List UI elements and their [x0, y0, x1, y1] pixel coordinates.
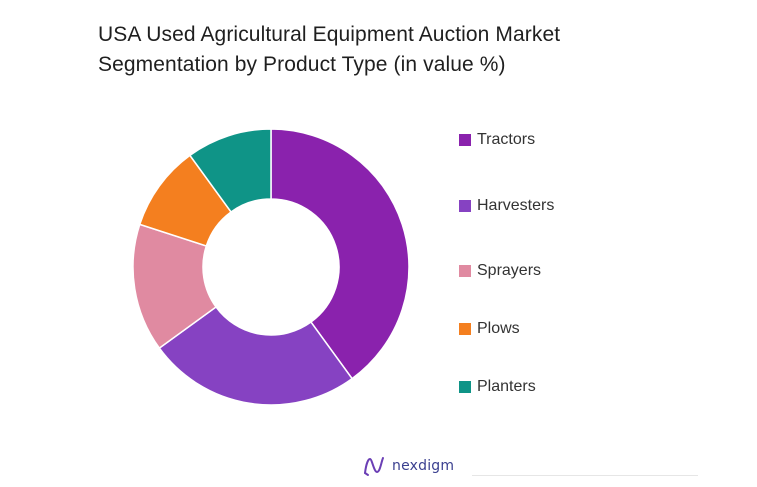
legend-swatch-tractors	[459, 134, 471, 146]
footer-divider	[472, 475, 698, 476]
legend-item-planters: Planters	[459, 376, 536, 398]
slice-harvesters	[158, 305, 354, 406]
legend-item-plows: Plows	[459, 318, 520, 340]
legend-label-tractors: Tractors	[477, 131, 536, 148]
chart-title-line-1: USA Used Agricultural Equipment Auction …	[98, 23, 561, 46]
legend-item-sprayers: Sprayers	[459, 260, 541, 282]
legend-swatch-harvesters	[459, 200, 471, 212]
donut-slices	[132, 128, 410, 406]
nexdigm-logo-icon	[364, 457, 384, 476]
legend-label-sprayers: Sprayers	[477, 262, 542, 279]
legend-swatch-sprayers	[459, 265, 471, 277]
legend-item-tractors: Tractors	[459, 129, 535, 151]
legend-label-harvesters: Harvesters	[477, 197, 555, 214]
legend-swatch-planters	[459, 381, 471, 393]
legend-label-plows: Plows	[477, 320, 520, 337]
legend-swatch-plows	[459, 323, 471, 335]
slice-planters	[188, 128, 272, 214]
brand-logo: nexdigm	[362, 454, 454, 478]
brand-label: nexdigm	[392, 458, 455, 474]
legend-item-harvesters: Harvesters	[459, 195, 554, 217]
legend-label-planters: Planters	[477, 378, 536, 395]
slice-tractors	[270, 128, 410, 380]
chart-title: USA Used Agricultural Equipment Auction …	[98, 20, 658, 80]
chart-title-line-2: Segmentation by Product Type (in value %…	[98, 53, 506, 76]
